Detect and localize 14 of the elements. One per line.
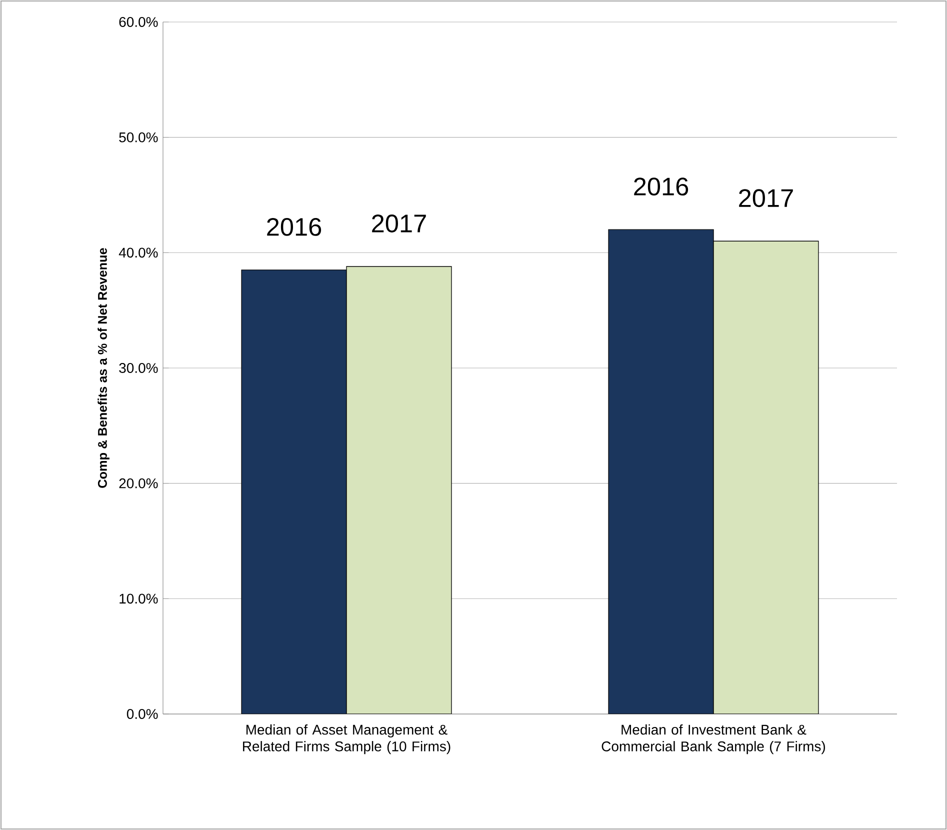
x-tick-label: Median of Asset Management & Related Firms Sample (10 Firms) [243,724,450,754]
text: 2016 [634,178,688,196]
y-tick-label: 20.0% [119,478,158,488]
y-tick-label: 30.0% [119,363,158,373]
series-label: 2017 [739,189,793,208]
y-tick-label: 60.0% [119,17,158,27]
y-axis-title: Comp & Benefits as a % of Net Revenue [98,248,110,488]
y-tick-label: 0.0% [126,709,158,719]
text: 2017 [372,214,426,232]
series-label: 2016 [267,218,322,236]
y-tick-label: 40.0% [118,248,158,258]
x-tick-label: Median of Investment Bank & Commercial Bank Sample (7 Firms) [602,724,825,754]
y-tick-label: 50.0% [119,132,158,142]
y-tick-label: 10.0% [120,594,158,604]
